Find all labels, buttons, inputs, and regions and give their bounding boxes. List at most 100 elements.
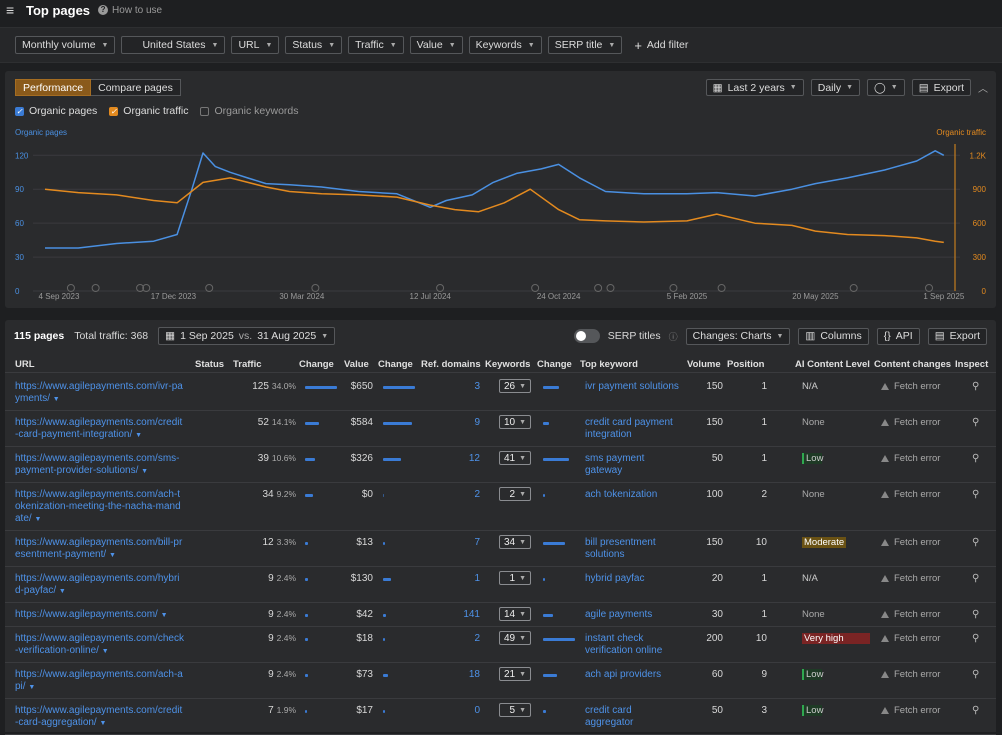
keywords-dropdown[interactable]: 1 ▼ (499, 571, 531, 585)
legend-organic-traffic[interactable]: ✓ Organic traffic (109, 105, 188, 117)
tab-performance[interactable]: Performance (15, 79, 92, 96)
top-keyword-link[interactable]: ach tokenization (585, 489, 658, 500)
top-keyword-link[interactable]: agile payments (585, 609, 653, 620)
filter-serp-title[interactable]: SERP title ▼ (547, 36, 623, 54)
page-url-link[interactable]: https://www.agilepayments.com/credit -car… (15, 417, 187, 442)
column-header[interactable]: Keywords (485, 359, 531, 370)
filter-status[interactable]: Status ▼ (285, 36, 343, 54)
page-url-link[interactable]: https://www.agilepayments.com/ivr-pa ymen… (15, 381, 187, 406)
page-url-link[interactable]: https://www.agilepayments.com/bill-pr ese… (15, 537, 187, 562)
traffic-value: 34 (262, 489, 274, 500)
changes-select[interactable]: Changes: Charts ▼ (685, 327, 791, 345)
how-to-use-link[interactable]: ? How to use (98, 5, 162, 16)
keywords-dropdown[interactable]: 26 ▼ (499, 379, 531, 393)
page-url-link[interactable]: https://www.agilepayments.com/ach-t okeni… (15, 489, 187, 526)
column-header[interactable]: Top keyword (580, 359, 638, 370)
table-export-button[interactable]: ▤ Export (927, 327, 987, 345)
page-url-link[interactable]: https://www.agilepayments.com/ach-a pi/ ▼ (15, 669, 187, 694)
column-header[interactable]: Volume (687, 359, 721, 370)
filter-traffic[interactable]: Traffic ▼ (348, 36, 404, 54)
page-url-link[interactable]: https://www.agilepayments.com/hybri d-pay… (15, 573, 187, 598)
ref-domains-link[interactable]: 2 (474, 633, 480, 644)
column-header[interactable]: AI Content Level (795, 359, 870, 370)
inspect-search-icon[interactable]: ⚲ (972, 453, 980, 464)
compare-date-select[interactable]: ▦ 1 Sep 2025 vs. 31 Aug 2025 ▼ (158, 327, 336, 345)
chevron-down-icon: ▼ (519, 418, 526, 426)
granularity-select[interactable]: Daily ▼ (810, 79, 861, 96)
column-header[interactable]: Change (537, 359, 572, 370)
top-keyword-link[interactable]: credit card payment integration (585, 417, 673, 440)
inspect-search-icon[interactable]: ⚲ (972, 705, 980, 716)
column-header[interactable]: Traffic (233, 359, 262, 370)
top-keyword-link[interactable]: bill presentment solutions (585, 537, 656, 560)
ref-domains-link[interactable]: 18 (468, 669, 480, 680)
column-header[interactable]: Content changes (874, 359, 952, 370)
serp-titles-toggle[interactable] (573, 329, 600, 343)
export-icon: ▤ (934, 330, 945, 342)
page-url-link[interactable]: https://www.agilepayments.com/check -veri… (15, 633, 187, 658)
inspect-search-icon[interactable]: ⚲ (972, 633, 980, 644)
top-keyword-link[interactable]: sms payment gateway (585, 453, 645, 476)
top-keyword-link[interactable]: credit card aggregator (585, 705, 634, 728)
ref-domains-link[interactable]: 0 (474, 705, 480, 716)
date-range-select[interactable]: ▦ Last 2 years ▼ (705, 79, 804, 96)
column-header[interactable]: Position (727, 359, 765, 370)
filter-country[interactable]: United States ▼ (121, 36, 226, 54)
ref-domains-link[interactable]: 12 (468, 453, 480, 464)
keywords-dropdown[interactable]: 14 ▼ (499, 607, 531, 621)
top-keyword-link[interactable]: ach api providers (585, 669, 662, 680)
help-icon: ? (98, 5, 109, 15)
keywords-count: 41 (503, 452, 516, 464)
column-header[interactable]: Inspect (955, 359, 989, 370)
inspect-search-icon[interactable]: ⚲ (972, 381, 980, 392)
keywords-dropdown[interactable]: 2 ▼ (499, 487, 531, 501)
tab-compare-pages[interactable]: Compare pages (91, 79, 181, 96)
page-url-link[interactable]: https://www.agilepayments.com/ ▼ (15, 609, 187, 622)
collapse-chevron-icon[interactable]: ︿ (978, 84, 988, 95)
ref-domains-link[interactable]: 141 (463, 609, 480, 620)
filter-keywords[interactable]: Keywords ▼ (468, 36, 542, 54)
url-text: -card-aggregation/ (15, 717, 97, 728)
volume-cell: 200 (706, 633, 723, 644)
filter-value[interactable]: Value ▼ (409, 36, 463, 54)
keywords-dropdown[interactable]: 34 ▼ (499, 535, 531, 549)
legend-organic-pages[interactable]: ✓ Organic pages (15, 105, 97, 117)
inspect-search-icon[interactable]: ⚲ (972, 417, 980, 428)
ref-domains-link[interactable]: 3 (474, 381, 480, 392)
keywords-change-bar (543, 542, 565, 545)
chart-export-button[interactable]: ▤ Export (911, 79, 971, 96)
hamburger-menu-icon[interactable]: ≡ (6, 2, 15, 18)
inspect-search-icon[interactable]: ⚲ (972, 609, 980, 620)
columns-button[interactable]: ▥ Columns (798, 327, 869, 345)
inspect-search-icon[interactable]: ⚲ (972, 489, 980, 500)
ref-domains-link[interactable]: 7 (474, 537, 480, 548)
column-header[interactable]: Ref. domains (421, 359, 481, 370)
legend-organic-keywords[interactable]: Organic keywords (200, 105, 299, 117)
keywords-dropdown[interactable]: 41 ▼ (499, 451, 531, 465)
page-url-link[interactable]: https://www.agilepayments.com/credit -car… (15, 705, 187, 730)
top-keyword-link[interactable]: instant check verification online (585, 633, 663, 656)
keywords-dropdown[interactable]: 10 ▼ (499, 415, 531, 429)
keywords-dropdown[interactable]: 5 ▼ (499, 703, 531, 717)
add-filter-button[interactable]: + Add filter (634, 38, 688, 53)
top-keyword-link[interactable]: ivr payment solutions (585, 381, 679, 392)
column-header[interactable]: Change (378, 359, 413, 370)
column-header[interactable]: Change (299, 359, 334, 370)
filter-monthly-volume[interactable]: Monthly volume ▼ (15, 36, 116, 54)
keywords-dropdown[interactable]: 21 ▼ (499, 667, 531, 681)
api-button[interactable]: {} API (876, 327, 920, 345)
annotations-button[interactable]: ◯ ▼ (867, 79, 905, 96)
keywords-dropdown[interactable]: 49 ▼ (499, 631, 531, 645)
top-keyword-link[interactable]: hybrid payfac (585, 573, 645, 584)
ref-domains-link[interactable]: 2 (474, 489, 480, 500)
ref-domains-link[interactable]: 1 (474, 573, 480, 584)
column-header[interactable]: URL (15, 359, 35, 370)
column-header[interactable]: Value (344, 359, 369, 370)
inspect-search-icon[interactable]: ⚲ (972, 537, 980, 548)
inspect-search-icon[interactable]: ⚲ (972, 573, 980, 584)
filter-url[interactable]: URL ▼ (231, 36, 280, 54)
column-header[interactable]: Status (195, 359, 225, 370)
page-url-link[interactable]: https://www.agilepayments.com/sms-paymen… (15, 453, 187, 478)
ref-domains-link[interactable]: 9 (474, 417, 480, 428)
inspect-search-icon[interactable]: ⚲ (972, 669, 980, 680)
